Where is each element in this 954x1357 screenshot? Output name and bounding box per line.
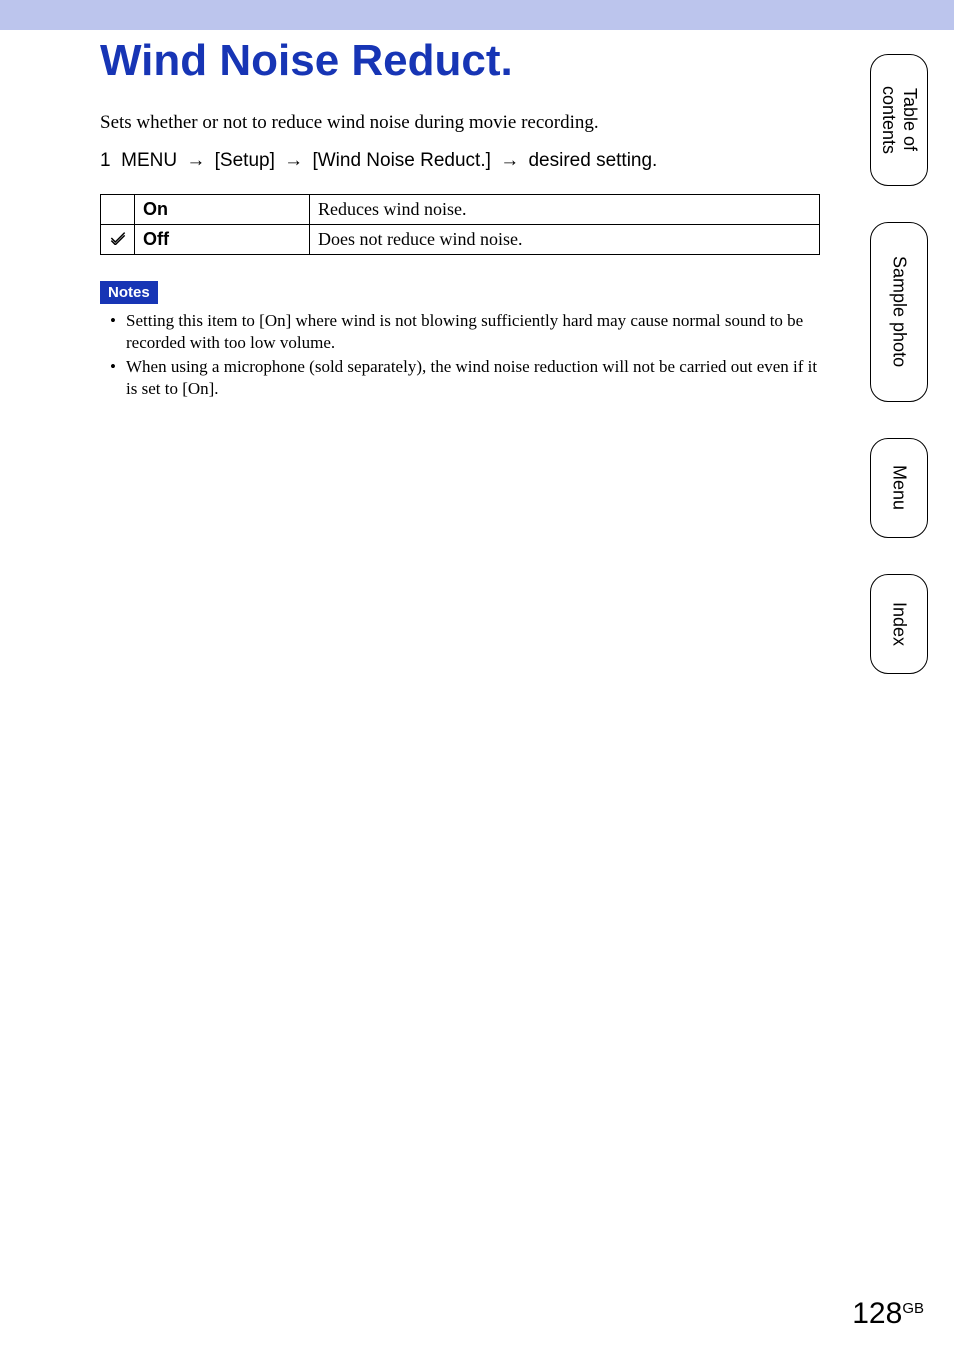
notes-label: Notes <box>100 281 158 304</box>
tab-label: Sample photo <box>889 256 910 367</box>
tab-label: Menu <box>889 465 910 510</box>
top-accent-bar <box>0 0 954 30</box>
main-content: Wind Noise Reduct. Sets whether or not t… <box>100 36 820 402</box>
page-number-value: 128 <box>852 1297 902 1330</box>
default-mark-cell <box>101 194 135 224</box>
note-item: Setting this item to [On] where wind is … <box>110 310 820 354</box>
table-row: On Reduces wind noise. <box>101 194 820 224</box>
page-lang: GB <box>902 1300 924 1317</box>
step-number: 1 <box>100 150 111 171</box>
notes-list: Setting this item to [On] where wind is … <box>110 310 820 400</box>
desc-cell: Reduces wind noise. <box>310 194 820 224</box>
step-seg1: [Setup] <box>215 150 275 171</box>
step-tail: desired setting. <box>528 150 657 171</box>
option-cell: Off <box>135 224 310 254</box>
settings-table: On Reduces wind noise. Off Does not redu… <box>100 194 820 255</box>
page-title: Wind Noise Reduct. <box>100 36 820 86</box>
option-cell: On <box>135 194 310 224</box>
tab-label: Index <box>889 602 910 646</box>
lead-text: Sets whether or not to reduce wind noise… <box>100 110 820 136</box>
tab-menu[interactable]: Menu <box>870 438 928 538</box>
step-seg2: [Wind Noise Reduct.] <box>312 150 490 171</box>
tab-sample-photo[interactable]: Sample photo <box>870 222 928 402</box>
note-item: When using a microphone (sold separately… <box>110 356 820 400</box>
check-icon <box>110 231 126 245</box>
menu-path-step: 1 MENU → [Setup] → [Wind Noise Reduct.] … <box>100 150 820 172</box>
tab-label: Table ofcontents <box>878 86 920 154</box>
tab-index[interactable]: Index <box>870 574 928 674</box>
step-pre: MENU <box>121 150 177 171</box>
table-row: Off Does not reduce wind noise. <box>101 224 820 254</box>
page-number: 128GB <box>852 1297 924 1331</box>
arrow-icon: → <box>182 150 209 172</box>
arrow-icon: → <box>280 150 307 172</box>
tab-table-of-contents[interactable]: Table ofcontents <box>870 54 928 186</box>
side-tabs: Table ofcontents Sample photo Menu Index <box>870 54 928 674</box>
desc-cell: Does not reduce wind noise. <box>310 224 820 254</box>
default-mark-cell <box>101 224 135 254</box>
arrow-icon: → <box>496 150 523 172</box>
